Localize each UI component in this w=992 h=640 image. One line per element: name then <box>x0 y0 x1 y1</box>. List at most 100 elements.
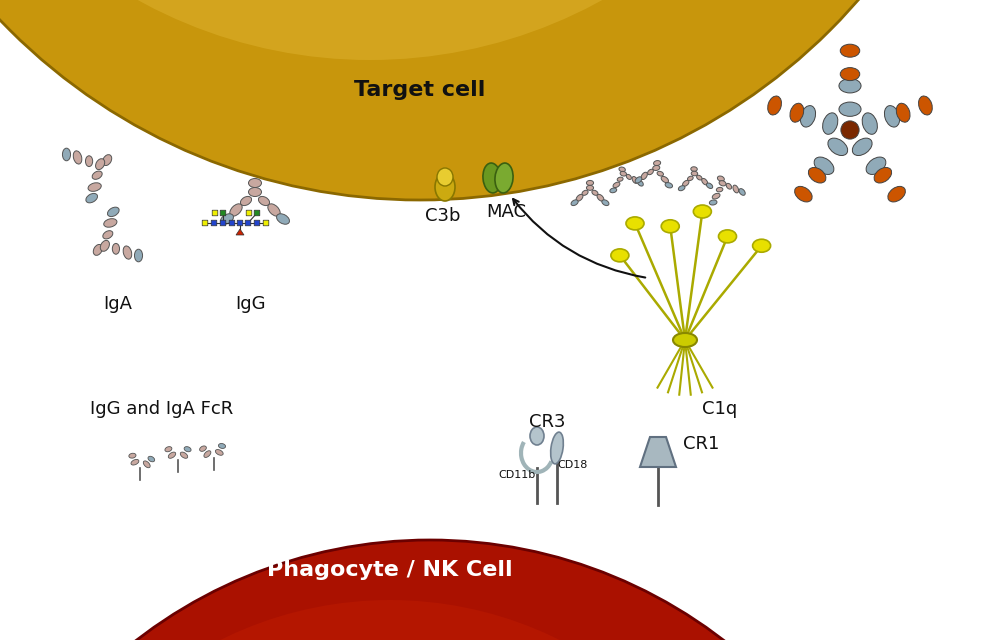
Ellipse shape <box>641 172 648 180</box>
FancyBboxPatch shape <box>254 220 260 226</box>
Ellipse shape <box>73 151 81 164</box>
Ellipse shape <box>808 168 826 183</box>
Ellipse shape <box>619 167 625 172</box>
Ellipse shape <box>919 96 932 115</box>
Ellipse shape <box>92 171 102 179</box>
Ellipse shape <box>717 176 724 181</box>
Text: CR1: CR1 <box>683 435 719 453</box>
Ellipse shape <box>687 176 693 180</box>
Ellipse shape <box>240 196 252 205</box>
Ellipse shape <box>648 169 654 175</box>
Text: IgA: IgA <box>103 295 133 313</box>
FancyBboxPatch shape <box>245 220 251 226</box>
Ellipse shape <box>690 167 697 172</box>
Ellipse shape <box>718 230 736 243</box>
Ellipse shape <box>483 163 501 193</box>
FancyBboxPatch shape <box>220 210 226 216</box>
Ellipse shape <box>661 177 669 182</box>
Ellipse shape <box>129 453 136 458</box>
Ellipse shape <box>592 190 598 195</box>
Ellipse shape <box>653 166 660 170</box>
Ellipse shape <box>701 179 707 185</box>
Ellipse shape <box>790 103 804 122</box>
Ellipse shape <box>828 138 847 156</box>
Ellipse shape <box>712 193 720 199</box>
Ellipse shape <box>437 168 453 186</box>
Ellipse shape <box>840 44 860 57</box>
Ellipse shape <box>626 217 644 230</box>
Ellipse shape <box>801 106 815 127</box>
Ellipse shape <box>733 185 739 193</box>
Ellipse shape <box>657 172 664 176</box>
Ellipse shape <box>822 113 838 134</box>
Ellipse shape <box>530 427 544 445</box>
Ellipse shape <box>165 447 172 452</box>
Ellipse shape <box>613 182 620 188</box>
Ellipse shape <box>62 148 70 161</box>
Ellipse shape <box>665 182 673 188</box>
Ellipse shape <box>551 432 563 464</box>
Ellipse shape <box>148 456 155 462</box>
Ellipse shape <box>840 68 860 81</box>
FancyBboxPatch shape <box>229 220 235 226</box>
Ellipse shape <box>586 180 593 186</box>
FancyBboxPatch shape <box>263 220 269 226</box>
FancyBboxPatch shape <box>246 210 252 216</box>
Text: Phagocyte / NK Cell: Phagocyte / NK Cell <box>267 560 513 580</box>
Ellipse shape <box>215 449 223 455</box>
FancyBboxPatch shape <box>254 210 260 216</box>
Ellipse shape <box>654 161 661 166</box>
Ellipse shape <box>852 138 872 156</box>
Ellipse shape <box>169 452 176 458</box>
Ellipse shape <box>220 214 233 224</box>
Ellipse shape <box>874 168 892 183</box>
Ellipse shape <box>93 244 102 255</box>
Ellipse shape <box>277 214 290 224</box>
Ellipse shape <box>435 173 455 201</box>
Ellipse shape <box>135 249 143 262</box>
Ellipse shape <box>841 121 859 139</box>
Ellipse shape <box>753 239 771 252</box>
Ellipse shape <box>632 177 638 184</box>
FancyBboxPatch shape <box>220 220 226 226</box>
Polygon shape <box>236 229 244 235</box>
Ellipse shape <box>259 196 270 205</box>
Ellipse shape <box>571 200 578 205</box>
Ellipse shape <box>123 246 132 259</box>
Ellipse shape <box>131 460 139 465</box>
Ellipse shape <box>495 163 513 193</box>
Ellipse shape <box>268 204 280 216</box>
Polygon shape <box>640 437 676 467</box>
Ellipse shape <box>104 219 117 227</box>
Ellipse shape <box>706 183 712 188</box>
Ellipse shape <box>88 183 101 191</box>
Ellipse shape <box>181 452 187 458</box>
Ellipse shape <box>726 183 732 189</box>
Ellipse shape <box>100 241 109 252</box>
Ellipse shape <box>814 157 834 175</box>
Ellipse shape <box>768 96 782 115</box>
Ellipse shape <box>103 230 113 239</box>
Ellipse shape <box>739 189 745 195</box>
Ellipse shape <box>582 190 588 195</box>
Circle shape <box>0 0 992 200</box>
Ellipse shape <box>691 172 697 176</box>
Ellipse shape <box>626 174 631 179</box>
Ellipse shape <box>795 186 812 202</box>
Ellipse shape <box>610 188 617 193</box>
Ellipse shape <box>597 195 604 201</box>
Ellipse shape <box>662 220 680 233</box>
Ellipse shape <box>620 172 627 176</box>
Text: CR3: CR3 <box>529 413 565 431</box>
FancyBboxPatch shape <box>212 210 218 216</box>
Ellipse shape <box>679 186 684 191</box>
Text: C3b: C3b <box>426 207 460 225</box>
Text: CD11b: CD11b <box>498 470 536 480</box>
FancyBboxPatch shape <box>237 220 243 226</box>
Ellipse shape <box>719 180 726 186</box>
Ellipse shape <box>693 205 711 218</box>
Ellipse shape <box>185 447 191 452</box>
Text: C1q: C1q <box>702 400 738 418</box>
Ellipse shape <box>218 444 225 449</box>
Ellipse shape <box>107 207 119 216</box>
